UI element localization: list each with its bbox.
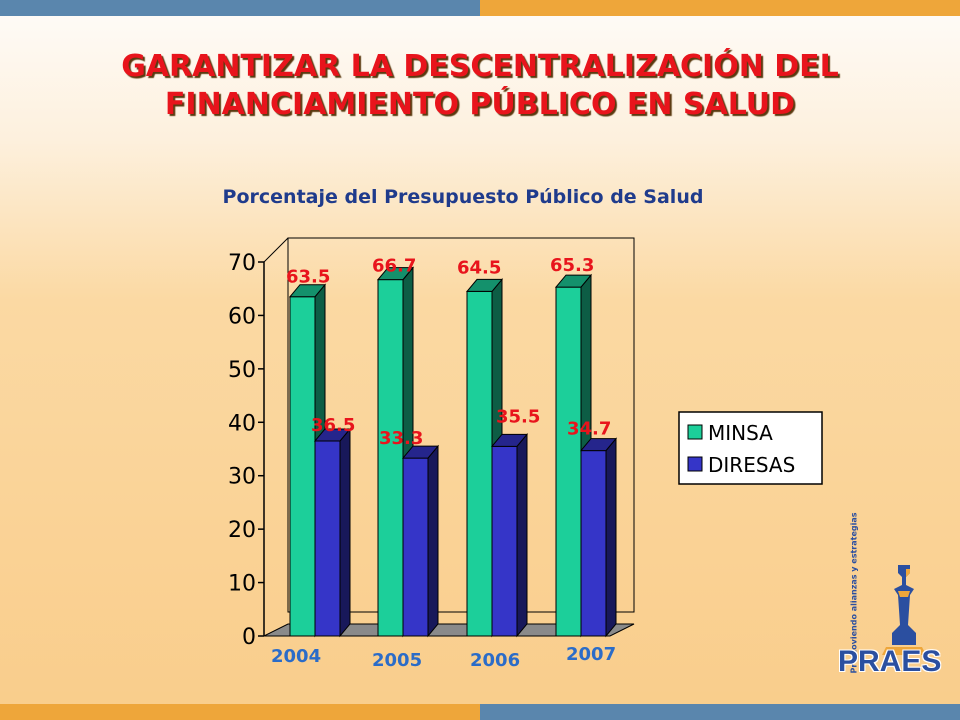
bar-diresas-2005-side xyxy=(427,444,439,638)
bar-minsa-2005 xyxy=(377,279,404,637)
legend-label-minsa: MINSA xyxy=(708,421,773,445)
bar-diresas-2007-top xyxy=(579,438,618,452)
logo-text: PRAES xyxy=(838,645,942,678)
bar-diresas-2004-top xyxy=(313,428,352,442)
praes-logo xyxy=(836,555,946,690)
bar-minsa-2004-top xyxy=(288,284,327,298)
bar-minsa-2007-top xyxy=(554,274,593,288)
legend-box xyxy=(678,411,823,485)
data-label-minsa-2004: 63.5 xyxy=(286,267,330,288)
bar-diresas-2006 xyxy=(491,445,518,637)
title-line-2: FINANCIAMIENTO PÚBLICO EN SALUD xyxy=(164,87,796,122)
bar-diresas-2005 xyxy=(402,457,429,637)
y-tick-label: 30 xyxy=(228,465,256,490)
bar-minsa-2007 xyxy=(555,286,582,637)
y-tick-label: 70 xyxy=(228,251,256,276)
data-label-diresas-2004: 36.5 xyxy=(311,415,355,436)
plot-wall-edge xyxy=(263,237,289,263)
bar-diresas-2006-side xyxy=(516,432,528,638)
data-label-minsa-2006: 64.5 xyxy=(457,257,501,278)
top-band-left xyxy=(0,0,480,16)
bar-minsa-2004 xyxy=(289,296,316,637)
plot-back-wall xyxy=(287,237,635,613)
x-tick-label-2004: 2004 xyxy=(271,646,321,667)
data-label-minsa-2005: 66.7 xyxy=(372,256,416,277)
data-label-diresas-2005: 33.3 xyxy=(379,428,423,449)
data-label-diresas-2006: 35.5 xyxy=(496,406,540,427)
chess-piece-icon xyxy=(882,565,926,655)
bar-minsa-2005-top xyxy=(376,267,415,281)
legend-swatch-diresas xyxy=(687,456,703,472)
y-tick-label: 0 xyxy=(242,625,256,650)
bar-diresas-2004 xyxy=(314,440,341,637)
y-tick-label: 10 xyxy=(228,572,256,597)
y-tick-label: 20 xyxy=(228,518,256,543)
bar-minsa-2006-top xyxy=(465,278,504,292)
page-title: GARANTIZAR LA DESCENTRALIZACIÓN DEL FINA… xyxy=(40,48,920,124)
legend-label-diresas: DIRESAS xyxy=(708,453,795,477)
y-tick-label: 50 xyxy=(228,358,256,383)
title-line-1: GARANTIZAR LA DESCENTRALIZACIÓN DEL xyxy=(121,49,839,84)
bottom-band-left xyxy=(0,704,480,720)
legend-swatch-minsa xyxy=(687,424,703,440)
x-tick-label-2005: 2005 xyxy=(372,650,422,671)
x-tick-label-2006: 2006 xyxy=(470,650,520,671)
data-label-minsa-2007: 65.3 xyxy=(550,255,594,276)
y-tick-label: 60 xyxy=(228,304,256,329)
bar-diresas-2005-top xyxy=(401,445,440,459)
data-label-diresas-2007: 34.7 xyxy=(567,419,611,440)
bar-diresas-2004-side xyxy=(339,427,351,638)
bar-diresas-2006-top xyxy=(490,433,529,447)
bottom-band-right xyxy=(480,704,960,720)
top-band-right xyxy=(480,0,960,16)
bar-minsa-2006 xyxy=(466,290,493,637)
y-tick-label: 40 xyxy=(228,411,256,436)
bar-diresas-2007 xyxy=(580,450,607,637)
x-tick-label-2007: 2007 xyxy=(566,644,616,665)
chart-title: Porcentaje del Presupuesto Público de Sa… xyxy=(222,186,704,208)
bar-diresas-2007-side xyxy=(605,437,617,638)
